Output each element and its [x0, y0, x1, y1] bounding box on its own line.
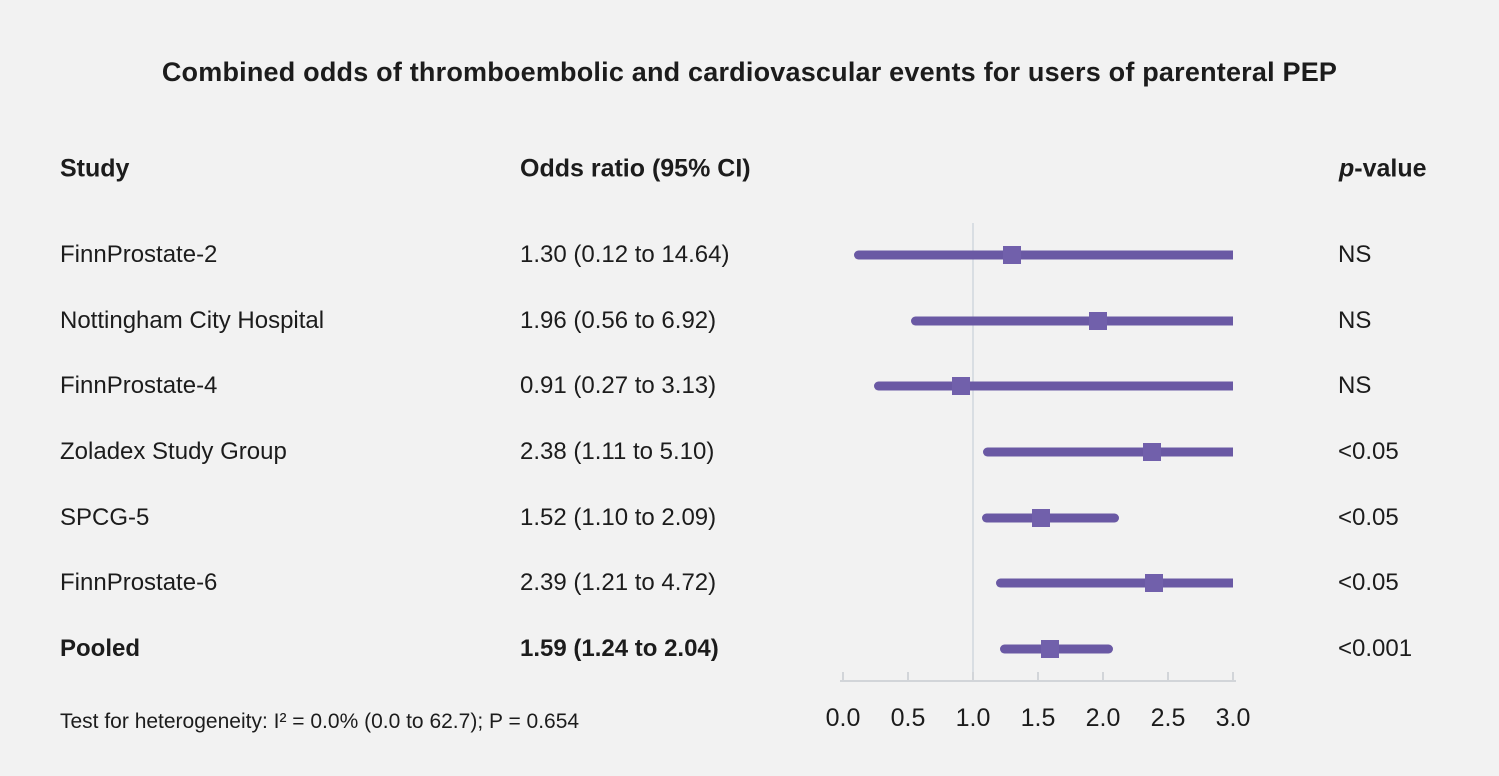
x-axis-tick-label: 2.5 [1150, 704, 1186, 732]
x-axis-tick-label: 2.0 [1085, 704, 1121, 732]
column-header-study: Study [60, 154, 130, 183]
odds-ratio-marker [1143, 443, 1162, 461]
study-label: FinnProstate-6 [60, 569, 218, 596]
study-label: Nottingham City Hospital [60, 307, 325, 334]
p-value-label: <0.05 [1338, 569, 1399, 596]
study-label: FinnProstate-4 [60, 372, 218, 399]
odds-ratio-label: 1.59 (1.24 to 2.04) [520, 635, 719, 662]
x-axis-tick-label: 0.0 [825, 704, 861, 732]
x-axis-tick-label: 0.5 [890, 704, 926, 732]
p-value-label: <0.05 [1338, 438, 1399, 465]
p-value-label: NS [1338, 241, 1372, 268]
x-axis-tick-label: 1.0 [955, 704, 991, 732]
study-label: SPCG-5 [60, 504, 150, 531]
reference-line-or-1 [972, 223, 974, 682]
column-header-odds-ratio: Odds ratio (95% CI) [520, 154, 751, 183]
study-label: FinnProstate-2 [60, 241, 218, 268]
x-axis-tick [1232, 672, 1234, 680]
x-axis-tick-label: 3.0 [1215, 704, 1251, 732]
heterogeneity-footnote: Test for heterogeneity: I² = 0.0% (0.0 t… [60, 710, 580, 733]
odds-ratio-marker [1144, 574, 1163, 592]
p-value-label: <0.05 [1338, 504, 1399, 531]
x-axis-tick [1037, 672, 1039, 680]
x-axis-tick-label: 1.5 [1020, 704, 1056, 732]
confidence-interval-line [873, 381, 1233, 391]
p-value-header-suffix: -value [1354, 154, 1427, 183]
odds-ratio-label: 2.38 (1.11 to 5.10) [520, 438, 715, 465]
odds-ratio-label: 1.30 (0.12 to 14.64) [520, 241, 730, 268]
odds-ratio-marker [1088, 312, 1107, 330]
confidence-interval-line [981, 513, 1120, 523]
odds-ratio-marker [952, 377, 971, 395]
p-value-label: <0.001 [1338, 635, 1413, 662]
p-value-label: NS [1338, 307, 1372, 334]
x-axis-tick [907, 672, 909, 680]
x-axis-tick [1167, 672, 1169, 680]
odds-ratio-label: 0.91 (0.27 to 3.13) [520, 372, 717, 399]
study-label: Pooled [60, 635, 141, 662]
odds-ratio-label: 2.39 (1.21 to 4.72) [520, 569, 717, 596]
odds-ratio-marker [1040, 640, 1059, 658]
odds-ratio-label: 1.96 (0.56 to 6.92) [520, 307, 717, 334]
x-axis-line [840, 680, 1236, 682]
odds-ratio-marker [1003, 246, 1021, 264]
confidence-interval-line [995, 578, 1233, 588]
confidence-interval-line [911, 316, 1233, 326]
confidence-interval-line [982, 447, 1233, 457]
study-label: Zoladex Study Group [60, 438, 287, 465]
confidence-interval-line [854, 250, 1233, 260]
p-value-label: NS [1338, 372, 1372, 399]
column-header-p-value: p-value [1339, 155, 1427, 184]
x-axis-tick [972, 672, 974, 680]
chart-title: Combined odds of thromboembolic and card… [161, 57, 1338, 87]
odds-ratio-marker [1031, 509, 1050, 527]
p-value-header-p: p [1339, 154, 1355, 183]
x-axis-tick [1102, 672, 1104, 680]
x-axis-tick [842, 672, 844, 680]
odds-ratio-label: 1.52 (1.10 to 2.09) [520, 504, 717, 531]
